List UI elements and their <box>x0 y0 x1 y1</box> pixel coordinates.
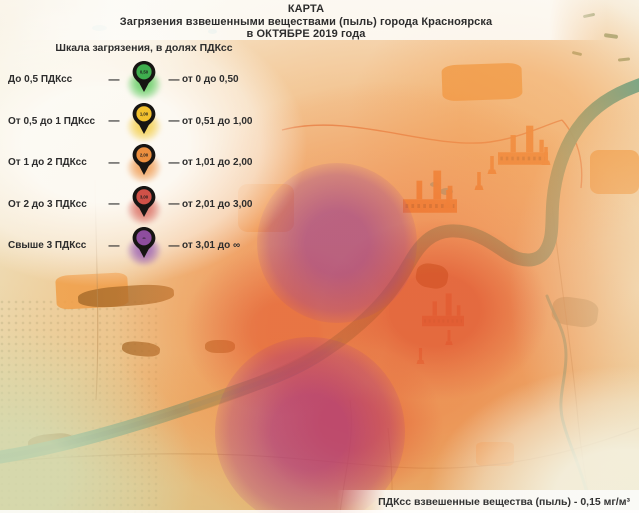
location-pin-icon: ∞ <box>122 225 166 267</box>
title-line-1: КАРТА <box>287 3 325 15</box>
legend-label: От 1 до 2 ПДКсс <box>8 157 87 169</box>
legend-row: Свыше 3 ПДКсс — ∞ — от 3,01 до ∞ <box>8 225 280 267</box>
legend-dash: — <box>168 115 180 128</box>
legend-label: От 2 до 3 ПДКсс <box>8 198 87 210</box>
legend-row: От 0,5 до 1 ПДКсс — 1,00 — от 0,51 до 1,… <box>8 101 280 143</box>
legend-range: от 2,01 до 3,00 <box>182 198 253 210</box>
svg-text:1,00: 1,00 <box>140 111 149 116</box>
title-line-2: Загрязения взвешенными веществами (пыль)… <box>119 15 493 28</box>
legend-dash: — <box>168 73 180 86</box>
legend-range: от 0,51 до 1,00 <box>182 115 253 127</box>
legend-dash: — <box>108 115 120 128</box>
legend-row: До 0,5 ПДКсс — 0,50 — от 0 до 0,50 <box>8 59 280 101</box>
map-title: КАРТА Загрязения взвешенными веществами … <box>0 3 612 41</box>
legend-row: От 2 до 3 ПДКсс — 3,00 — от 2,01 до 3,00 <box>8 184 280 226</box>
legend-range: от 0 до 0,50 <box>182 74 239 86</box>
legend-dash: — <box>108 198 120 211</box>
title-band <box>0 0 639 40</box>
location-pin-icon: 1,00 <box>122 101 166 143</box>
legend-row: От 1 до 2 ПДКсс — 2,00 — от 1,01 до 2,00 <box>8 142 280 184</box>
footer-band: ПДКсс взвешенные вещества (пыль) - 0,15 … <box>337 490 639 513</box>
legend-range: от 3,01 до ∞ <box>182 240 241 252</box>
pollution-legend: Шкала загрязения, в долях ПДКсс До 0,5 П… <box>8 42 280 267</box>
location-pin-icon: 2,00 <box>122 142 166 184</box>
location-pin-icon: 0,50 <box>122 59 166 101</box>
svg-text:0,50: 0,50 <box>140 70 149 75</box>
legend-dash: — <box>168 156 180 169</box>
legend-dash: — <box>108 239 120 252</box>
bottom-margin <box>0 510 639 513</box>
legend-label: До 0,5 ПДКсс <box>8 74 73 86</box>
legend-range: от 1,01 до 2,00 <box>182 157 253 169</box>
svg-text:3,00: 3,00 <box>140 194 149 199</box>
svg-text:∞: ∞ <box>142 236 145 241</box>
legend-dash: — <box>108 156 120 169</box>
legend-dash: — <box>168 239 180 252</box>
pdk-note: ПДКсс взвешенные вещества (пыль) - 0,15 … <box>378 495 630 508</box>
legend-label: От 0,5 до 1 ПДКсс <box>8 115 96 127</box>
svg-text:2,00: 2,00 <box>140 153 149 158</box>
location-pin-icon: 3,00 <box>122 184 166 226</box>
legend-dash: — <box>108 73 120 86</box>
legend-dash: — <box>168 198 180 211</box>
title-line-3: в ОКТЯБРЕ 2019 года <box>246 28 366 40</box>
legend-heading: Шкала загрязения, в долях ПДКсс <box>55 42 233 54</box>
legend-label: Свыше 3 ПДКсс <box>8 240 87 252</box>
